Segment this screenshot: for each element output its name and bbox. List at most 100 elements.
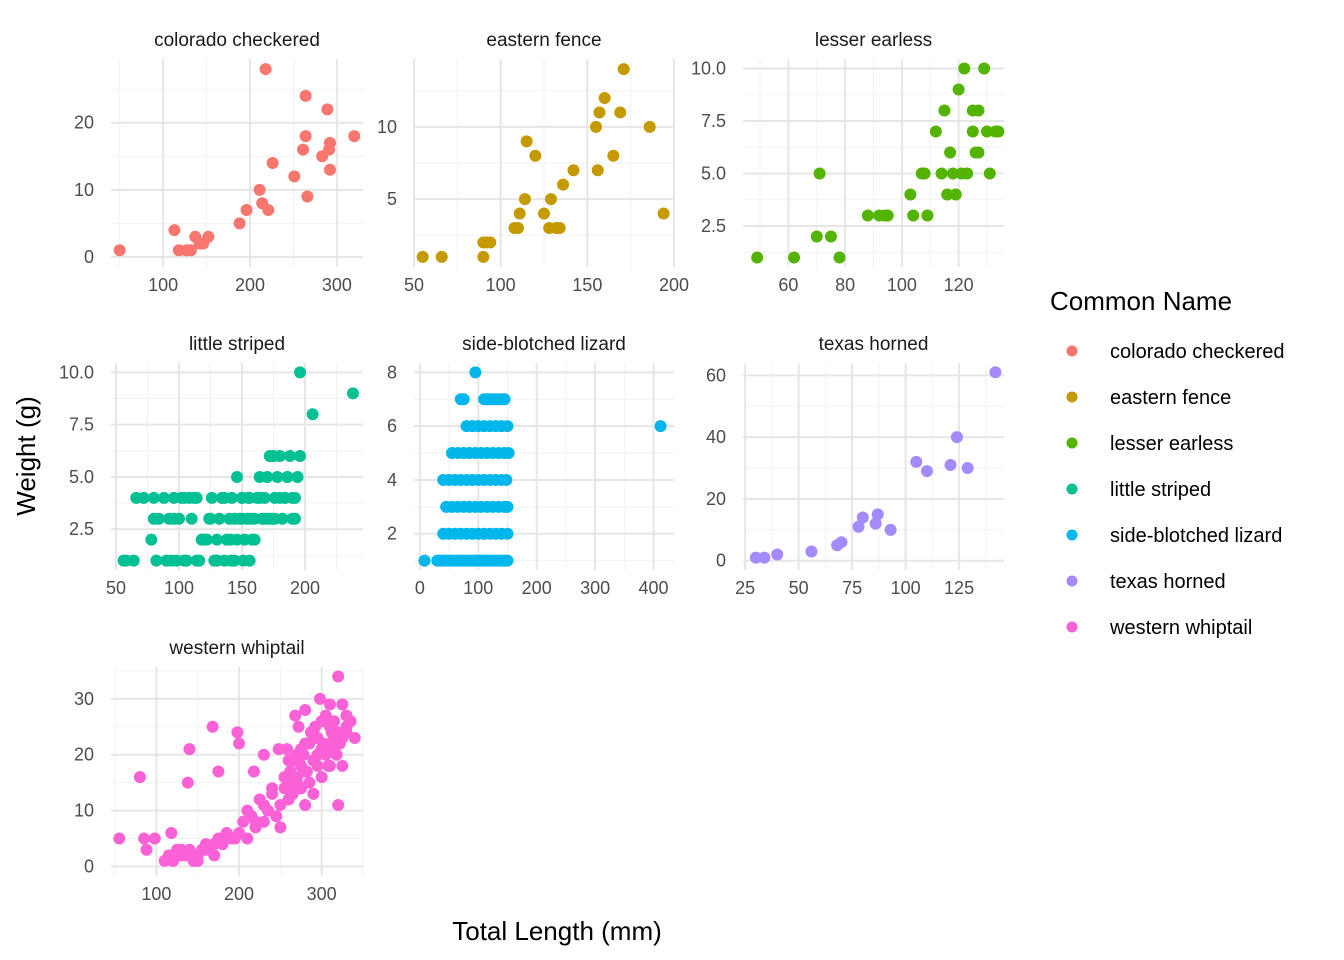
y-tick-label: 20 — [74, 113, 94, 133]
data-point — [299, 765, 312, 778]
data-point — [751, 251, 764, 264]
data-point — [244, 512, 257, 525]
data-point — [266, 787, 279, 800]
data-point — [332, 799, 345, 812]
data-point — [861, 209, 874, 222]
data-point — [501, 500, 514, 513]
data-point — [184, 244, 197, 257]
data-point — [224, 554, 237, 567]
data-point — [212, 765, 225, 778]
data-point — [881, 209, 894, 222]
data-point — [299, 130, 312, 143]
x-tick-label: 100 — [148, 275, 178, 295]
data-point — [501, 420, 514, 433]
data-point — [929, 125, 942, 138]
x-tick-label: 100 — [891, 578, 921, 598]
legend-label: lesser earless — [1110, 433, 1233, 455]
y-tick-label: 10.0 — [59, 362, 94, 382]
y-tick-label: 10 — [74, 180, 94, 200]
data-point — [249, 815, 262, 828]
data-point — [416, 250, 429, 263]
y-tick-label: 10.0 — [691, 58, 726, 78]
data-point — [869, 517, 882, 530]
data-point — [137, 491, 150, 504]
data-point — [282, 793, 295, 806]
data-point — [292, 720, 305, 733]
data-point — [248, 533, 261, 546]
data-point — [323, 759, 336, 772]
data-point — [501, 527, 514, 540]
data-point — [771, 548, 784, 561]
data-point — [216, 838, 229, 851]
data-point — [567, 164, 580, 177]
data-point — [950, 431, 963, 444]
facet-panel: 25 50 75 100 125 0 20 40 60 texas horned — [706, 334, 1004, 598]
data-point — [512, 222, 524, 234]
data-point — [518, 193, 531, 206]
facet-title: eastern fence — [486, 30, 601, 51]
data-point — [614, 106, 627, 119]
data-point — [213, 512, 226, 525]
data-point — [138, 832, 151, 845]
facet-panel: 60 80 100 120 2.5 5.0 7.5 10.0 lesser earless — [691, 30, 1005, 295]
data-point — [593, 106, 606, 119]
x-tick-label: 200 — [522, 578, 552, 598]
data-point — [498, 393, 511, 406]
legend-key — [1066, 529, 1078, 541]
data-point — [283, 450, 296, 463]
data-point — [257, 799, 270, 812]
y-tick-label: 20 — [706, 489, 726, 509]
data-point — [544, 193, 557, 206]
data-point — [907, 209, 920, 222]
data-point — [183, 743, 196, 756]
x-tick-label: 300 — [307, 884, 337, 904]
data-point — [202, 230, 215, 243]
data-point — [910, 455, 923, 468]
y-tick-label: 7.5 — [69, 415, 94, 435]
data-point — [299, 89, 312, 102]
data-point — [321, 103, 334, 116]
data-point — [299, 737, 312, 750]
y-tick-label: 60 — [706, 365, 726, 385]
data-point — [992, 125, 1005, 138]
data-point — [120, 554, 133, 567]
x-tick-label: 50 — [404, 275, 424, 295]
data-point — [952, 83, 965, 96]
x-tick-label: 75 — [842, 578, 862, 598]
data-point — [884, 523, 897, 536]
x-tick-label: 100 — [887, 275, 917, 295]
data-point — [323, 698, 336, 711]
y-tick-label: 30 — [74, 689, 94, 709]
data-point — [233, 217, 246, 230]
data-point — [591, 164, 604, 177]
data-point — [185, 512, 198, 525]
data-point — [921, 209, 934, 222]
data-point — [435, 250, 448, 263]
y-tick-label: 5.0 — [69, 467, 94, 487]
y-tick-label: 10 — [74, 801, 94, 821]
data-point — [259, 63, 272, 76]
data-point — [918, 167, 931, 180]
data-point — [938, 104, 951, 117]
data-point — [529, 149, 542, 162]
x-tick-label: 200 — [290, 578, 320, 598]
data-point — [258, 512, 271, 525]
x-tick-label: 100 — [463, 578, 493, 598]
data-point — [856, 511, 869, 524]
data-point — [210, 533, 223, 546]
data-point — [904, 188, 917, 201]
data-point — [160, 554, 173, 567]
data-point — [231, 470, 243, 483]
data-point — [113, 244, 126, 257]
data-point — [242, 491, 255, 504]
legend-label: texas horned — [1110, 571, 1226, 593]
data-point — [607, 149, 620, 162]
data-point — [253, 183, 266, 196]
data-point — [270, 810, 283, 823]
x-tick-label: 300 — [580, 578, 610, 598]
x-tick-label: 60 — [778, 275, 798, 295]
x-tick-label: 150 — [572, 275, 602, 295]
legend-key — [1066, 345, 1078, 357]
x-tick-label: 0 — [415, 578, 425, 598]
data-point — [281, 470, 294, 483]
